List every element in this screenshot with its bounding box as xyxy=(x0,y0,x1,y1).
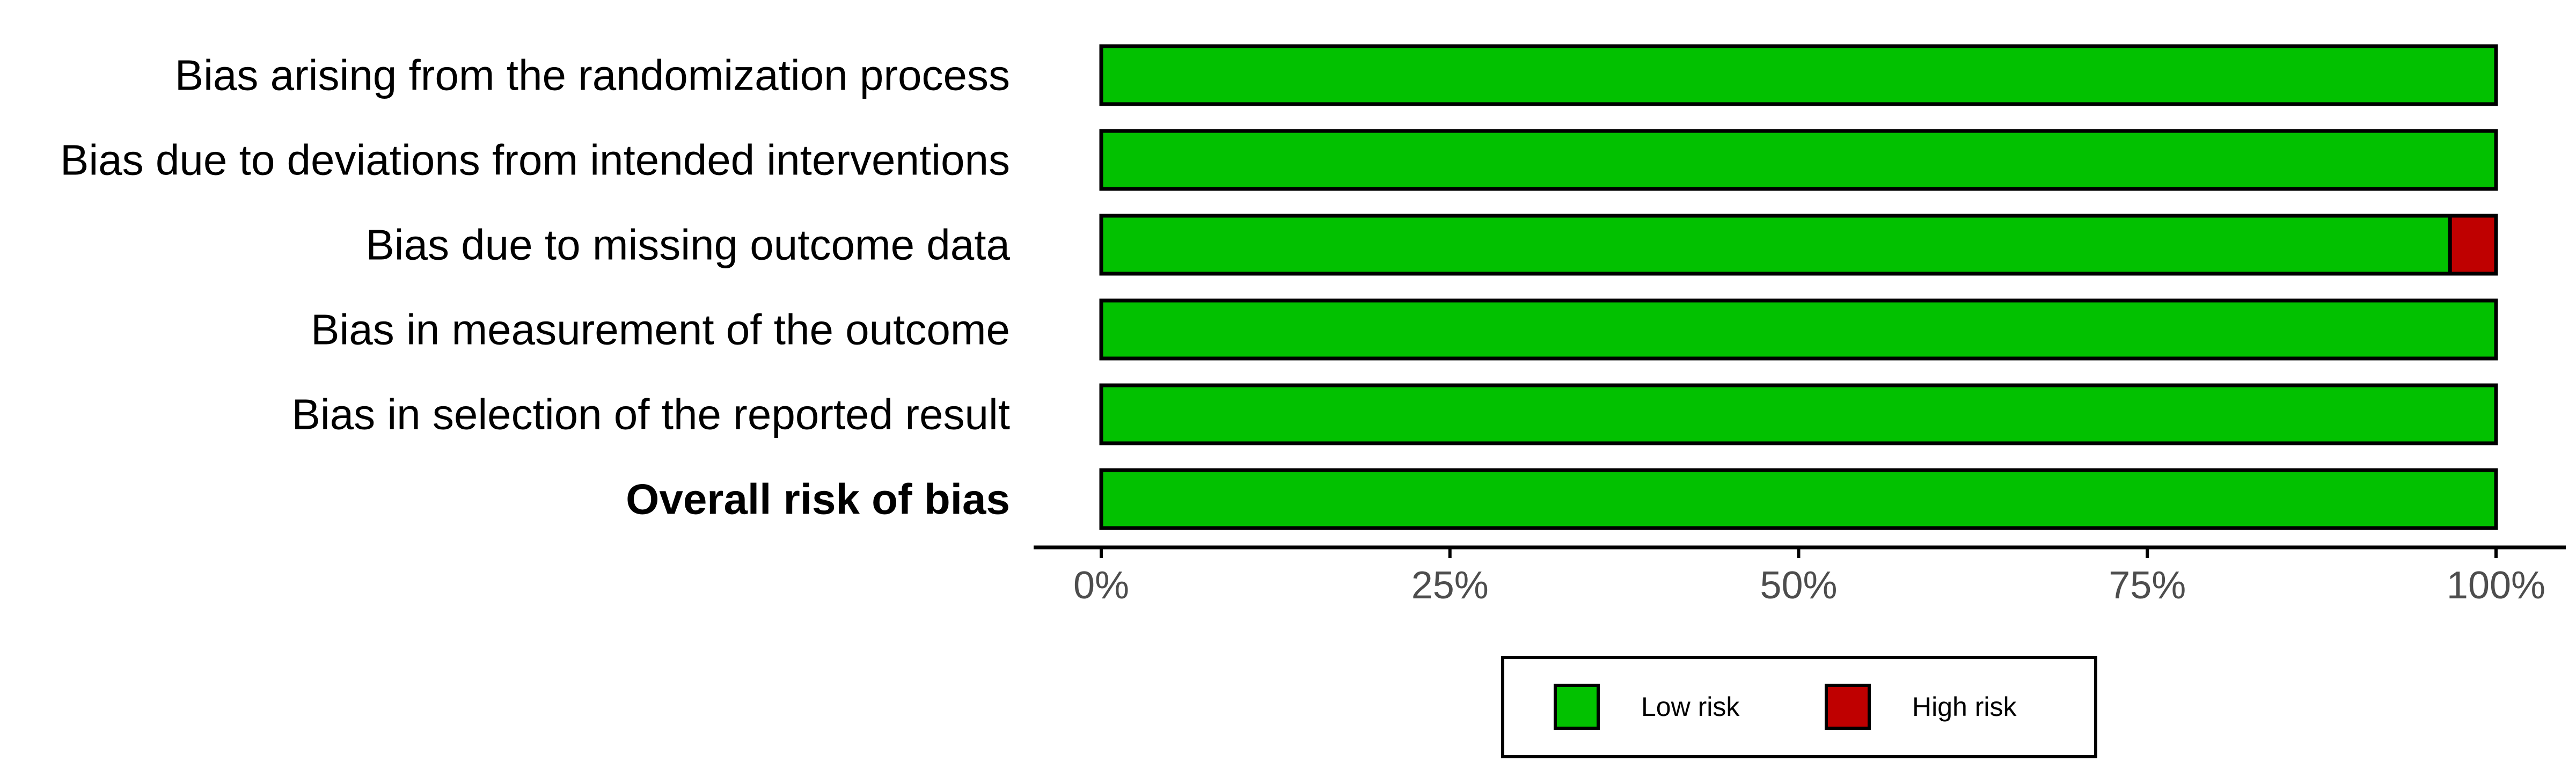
legend: Low risk High risk xyxy=(1501,656,2097,758)
domain-label: Overall risk of bias xyxy=(626,475,1010,523)
x-tick-label: 0% xyxy=(1073,564,1129,607)
x-tick-label: 25% xyxy=(1411,564,1489,607)
domain-label: Bias due to deviations from intended int… xyxy=(60,136,1010,184)
bar-segment-low-risk xyxy=(1099,383,2498,445)
bar-segment-low-risk xyxy=(1099,298,2498,361)
domain-label: Bias arising from the randomization proc… xyxy=(175,52,1010,99)
x-tick-label: 100% xyxy=(2447,564,2545,607)
x-tick-label: 50% xyxy=(1760,564,1837,607)
domain-label: Bias in measurement of the outcome xyxy=(311,306,1010,354)
bar-segment-low-risk xyxy=(1099,44,2498,106)
domain-label: Bias due to missing outcome data xyxy=(365,221,1010,269)
legend-box xyxy=(1501,656,2097,758)
legend-swatch-high-risk xyxy=(1825,684,1871,730)
bar-segment-low-risk xyxy=(1099,129,2498,191)
legend-label: High risk xyxy=(1912,692,2017,722)
bar-segment-high-risk xyxy=(2448,214,2498,276)
x-tick-label: 75% xyxy=(2109,564,2186,607)
bar-segment-low-risk xyxy=(1099,468,2498,530)
x-axis-ticks: 0% 25% 50% 75% 100% xyxy=(1073,547,2545,607)
legend-label: Low risk xyxy=(1641,692,1740,722)
domain-labels: Bias arising from the randomization proc… xyxy=(60,52,1010,523)
domain-label: Bias in selection of the reported result xyxy=(291,391,1010,438)
bar-segment-low-risk xyxy=(1099,214,2452,276)
bars xyxy=(1099,44,2498,530)
legend-swatch-low-risk xyxy=(1554,684,1600,730)
